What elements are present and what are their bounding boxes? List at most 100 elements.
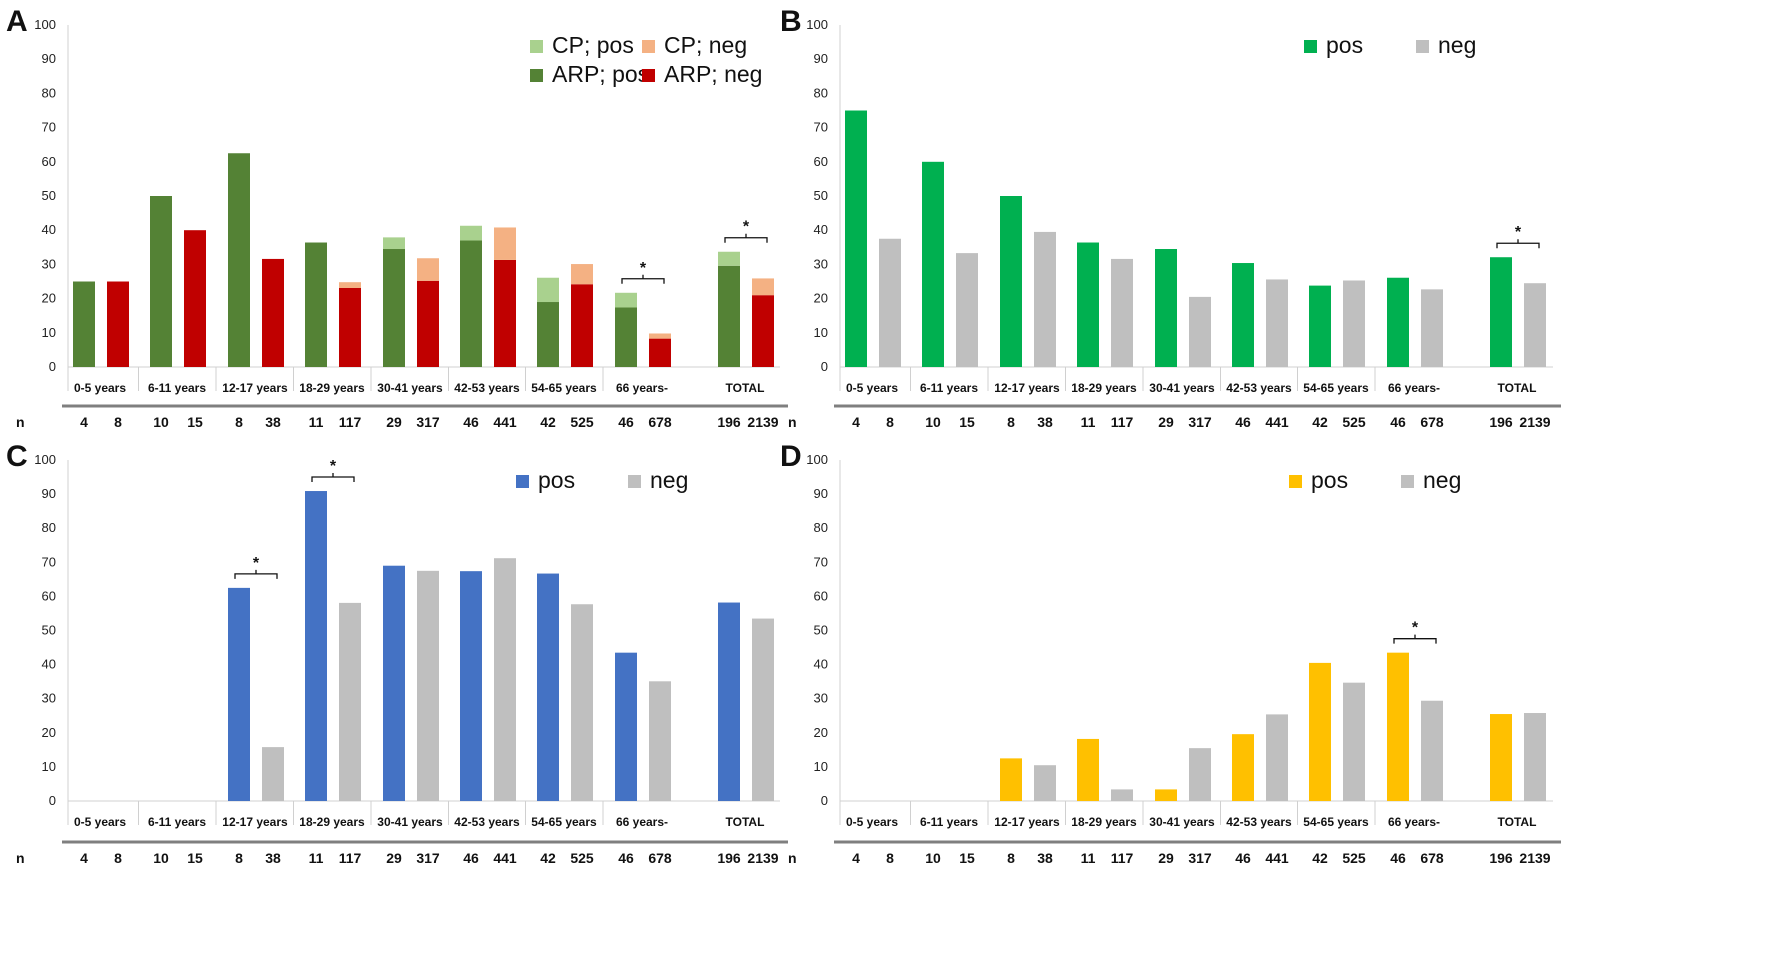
bar-arp-pos-66-years	[615, 307, 637, 367]
legend-swatch-neg	[1416, 40, 1429, 53]
n-value-neg: 441	[493, 414, 517, 430]
n-value-neg: 15	[187, 414, 203, 430]
x-tick-label-42-53-years: 42-53 years	[1226, 381, 1292, 395]
legend-label-neg: neg	[1423, 467, 1461, 493]
bar-neg-total	[1524, 713, 1546, 801]
y-tick-label: 50	[42, 188, 56, 203]
legend-swatch-pos	[516, 475, 529, 488]
panel-c: C 0 10 20 30 40 50 60 70 80 90 100 0-5 years 6-11 yea…	[6, 440, 788, 866]
legend-label-neg: neg	[650, 467, 688, 493]
x-tick-label-6-11-years: 6-11 years	[148, 815, 206, 829]
legend-label-pos: pos	[1311, 467, 1348, 493]
panel-letter: C	[6, 440, 28, 473]
bar-neg-66-years	[649, 681, 671, 801]
legend-swatch-arp-neg	[642, 69, 655, 82]
bar-neg-12-17-years	[262, 747, 284, 801]
x-tick-label-6-11-years: 6-11 years	[148, 381, 206, 395]
bar-arp-neg-30-41-years	[417, 280, 439, 367]
bar-neg-18-29-years	[1111, 789, 1133, 801]
bar-neg-6-11-years	[956, 253, 978, 367]
bar-neg-18-29-years	[1111, 258, 1133, 367]
x-tick-label-total: TOTAL	[1498, 381, 1537, 395]
bar-pos-18-29-years	[305, 491, 327, 801]
y-tick-label: 100	[34, 452, 56, 467]
y-tick-label: 50	[814, 623, 828, 638]
bar-arp-neg-42-53-years	[494, 259, 516, 367]
n-value-pos: 4	[852, 850, 860, 866]
y-tick-label: 90	[42, 486, 56, 501]
n-value-neg: 525	[570, 414, 594, 430]
bar-neg-54-65-years	[1343, 280, 1365, 367]
bar-cp-pos-42-53-years	[460, 225, 482, 241]
bar-pos-54-65-years	[1309, 285, 1331, 367]
bar-neg-54-65-years	[1343, 682, 1365, 801]
n-value-neg: 525	[1342, 850, 1366, 866]
y-tick-label: 70	[42, 120, 56, 135]
bar-neg-66-years	[1421, 700, 1443, 801]
n-value-neg: 15	[187, 850, 203, 866]
significance-bracket	[724, 233, 768, 243]
n-value-pos: 11	[309, 414, 324, 430]
x-tick-label-54-65-years: 54-65 years	[531, 815, 597, 829]
n-value-neg: 525	[570, 850, 594, 866]
legend-swatch-pos	[1289, 475, 1302, 488]
bar-arp-neg-18-29-years	[339, 287, 361, 367]
bar-pos-total	[1490, 714, 1512, 801]
panel-b: B 0 10 20 30 40 50 60 70 80 90 100 0-5 years 6-11 yea…	[780, 5, 1561, 430]
bar-pos-12-17-years	[1000, 196, 1022, 367]
n-value-neg: 525	[1342, 414, 1366, 430]
x-tick-label-total: TOTAL	[726, 815, 765, 829]
bar-neg-42-53-years	[1266, 714, 1288, 801]
y-tick-label: 10	[42, 759, 56, 774]
x-tick-label-30-41-years: 30-41 years	[377, 381, 443, 395]
panel-letter: A	[6, 5, 28, 38]
n-value-neg: 678	[1420, 414, 1444, 430]
bar-neg-30-41-years	[1189, 296, 1211, 367]
bar-neg-total	[752, 618, 774, 801]
significance-marker: *	[743, 219, 750, 236]
n-value-pos: 46	[618, 414, 634, 430]
significance-marker: *	[1412, 620, 1419, 637]
x-tick-label-6-11-years: 6-11 years	[920, 381, 978, 395]
n-value-neg: 117	[1111, 850, 1134, 866]
bar-pos-18-29-years	[1077, 242, 1099, 367]
n-value-pos: 29	[386, 414, 402, 430]
x-tick-label-66-years: 66 years-	[616, 381, 668, 395]
n-value-neg: 2139	[747, 414, 778, 430]
bar-neg-42-53-years	[1266, 279, 1288, 367]
significance-bracket	[1496, 239, 1540, 249]
y-tick-label: 0	[49, 793, 56, 808]
bar-pos-12-17-years	[1000, 758, 1022, 801]
y-tick-label: 60	[814, 154, 828, 169]
n-value-neg: 117	[339, 850, 362, 866]
n-value-neg: 38	[1037, 850, 1053, 866]
bar-cp-neg-42-53-years	[494, 227, 516, 260]
legend-swatch-cp-neg	[642, 40, 655, 53]
legend-swatch-neg	[1401, 475, 1414, 488]
bar-neg-total	[1524, 283, 1546, 367]
x-tick-label-30-41-years: 30-41 years	[1149, 381, 1215, 395]
bar-arp-pos-6-11-years	[150, 196, 172, 367]
y-tick-label: 40	[42, 222, 56, 237]
y-tick-label: 30	[42, 691, 56, 706]
n-value-pos: 46	[1235, 414, 1251, 430]
bar-neg-42-53-years	[494, 558, 516, 801]
n-value-pos: 4	[852, 414, 860, 430]
n-value-pos: 29	[1158, 414, 1174, 430]
n-value-pos: 29	[1158, 850, 1174, 866]
bar-pos-total	[718, 602, 740, 801]
significance-marker: *	[253, 555, 260, 572]
n-value-neg: 8	[886, 850, 894, 866]
legend-label-neg: neg	[1438, 32, 1476, 58]
legend-swatch-pos	[1304, 40, 1317, 53]
y-tick-label: 10	[814, 325, 828, 340]
bar-neg-30-41-years	[1189, 748, 1211, 801]
y-tick-label: 100	[34, 17, 56, 32]
x-tick-label-42-53-years: 42-53 years	[454, 381, 520, 395]
bar-pos-66-years	[1387, 277, 1409, 367]
n-value-neg: 38	[265, 414, 281, 430]
n-value-neg: 15	[959, 850, 975, 866]
n-value-pos: 11	[1081, 414, 1096, 430]
n-row-label: n	[788, 414, 797, 430]
significance-marker: *	[640, 260, 647, 277]
